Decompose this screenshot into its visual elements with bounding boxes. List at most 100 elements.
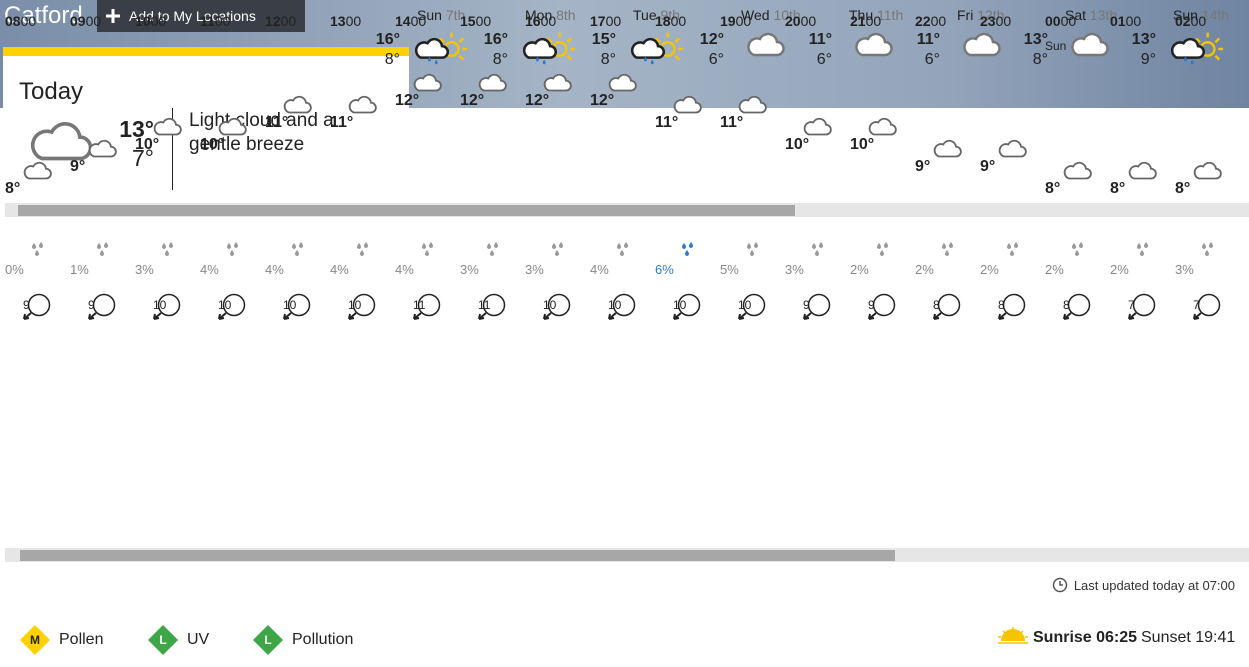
cloud-icon [932,139,962,159]
day-date: 7th [445,7,466,23]
wind-speed: 9 [803,298,810,312]
wind-speed: 8 [998,298,1005,312]
day-low: 6° [816,51,832,68]
minutes: 00 [410,13,427,29]
minutes: 00 [345,13,362,29]
cloud-icon [282,95,312,115]
wind-arrow-graphic [1193,293,1221,320]
hour: 15 [460,13,476,29]
wind-arrow-graphic [478,293,506,320]
cloud-icon [412,73,442,93]
wind-arrow-graphic [153,293,181,320]
hours-scrollbar[interactable] [5,548,1249,562]
hour: 08 [5,13,21,29]
sunrise: Sunrise 06:25 [1033,629,1138,646]
hour-time: 0800 [5,13,69,29]
minutes: 00 [540,13,557,29]
add-location-button[interactable]: Add to My Locations [97,0,305,32]
weather-icon-graphic [630,32,684,65]
rain-icon-graphic [942,242,953,256]
day-title: Sat 13th [1065,7,1117,23]
rain-chance: 4% [330,262,349,277]
badge-level: L [264,633,272,647]
rain-chance: 0% [5,262,24,277]
weather-icon [745,32,785,58]
wind-arrow [411,292,443,322]
wind-arrow [671,292,703,322]
cloud-icon [347,95,377,115]
rain-icon [613,241,631,257]
sunset: Sunset 19:41 [1141,629,1236,646]
wind-arrow [606,292,638,322]
sunrise-icon [998,627,1028,644]
scroll-thumb[interactable] [20,550,895,561]
day-date: 9th [660,7,680,23]
day-date: 12th [977,7,1005,23]
rain-icon [418,241,436,257]
rain-chance: 4% [200,262,219,277]
hour: 11 [200,13,215,29]
day-high: 11° [916,31,940,48]
day-title: Fri 12th [957,7,1004,23]
cloud-icon [1192,161,1222,181]
days-scrollbar[interactable] [5,203,1249,217]
badge-diamond [19,624,51,656]
day-title: Thu 11th [849,7,903,23]
day-name: Thu [849,7,874,23]
day-title: Tue 9th [633,7,680,23]
rain-icon-graphic [877,242,888,256]
hour-time: 1600 [525,13,589,29]
day-low: 9° [1140,51,1156,68]
hour-time: 0200 [1175,13,1239,29]
hour-time: 1000 [135,13,199,29]
rain-chance: 2% [850,262,869,277]
wind-speed: 8 [1063,298,1070,312]
day-high: 12° [699,31,724,48]
temperature: 11° [720,114,744,131]
day-title: Sun 14th [1173,7,1229,23]
rain-chance: 4% [265,262,284,277]
rain-icon [938,241,956,257]
today-high: 13° [119,116,154,142]
rain-icon-graphic [32,242,43,256]
day-high: 15° [591,31,616,48]
badge-level: M [30,633,40,647]
clock-icon [1052,577,1068,593]
wind-arrow-graphic [543,293,571,320]
cloud-icon-graphic [1193,161,1222,180]
minutes: 00 [280,13,297,29]
badge-label[interactable]: Pollen [59,631,104,648]
wind-arrow-graphic [608,293,636,320]
day-high: 11° [808,31,832,48]
wind-arrow-graphic [23,293,51,320]
temperature: 8° [5,180,21,197]
temperature: 12° [395,92,420,109]
cloud-icon [672,95,702,115]
minutes: 00 [800,13,817,29]
day-low: 6° [708,51,724,68]
badge-diamond-graphic [148,625,178,655]
weather-icon-graphic [1170,32,1224,65]
minutes: 00 [865,13,882,29]
wind-arrow [21,292,53,322]
badge-label[interactable]: UV [187,631,210,648]
rain-icon [1068,241,1086,257]
badge-label[interactable]: Pollution [292,631,354,648]
rain-icon [548,241,566,257]
wind-arrow [736,292,768,322]
temperature: 8° [1175,180,1191,197]
rain-icon-graphic [812,242,823,256]
last-updated: Last updated today at 07:00 [1073,578,1235,593]
badge-diamond-graphic [20,625,50,655]
cloud-icon-graphic [738,95,767,114]
day-high: 16° [483,31,508,48]
wind-speed: 11 [478,298,491,312]
wind-arrow-graphic [998,293,1026,320]
scroll-thumb[interactable] [18,205,795,216]
cloud-icon [477,73,507,93]
hour: 23 [980,13,996,29]
wind-arrow-graphic [348,293,376,320]
hour: 22 [915,13,931,29]
cloud-icon [867,117,897,137]
rain-chance: 3% [785,262,804,277]
